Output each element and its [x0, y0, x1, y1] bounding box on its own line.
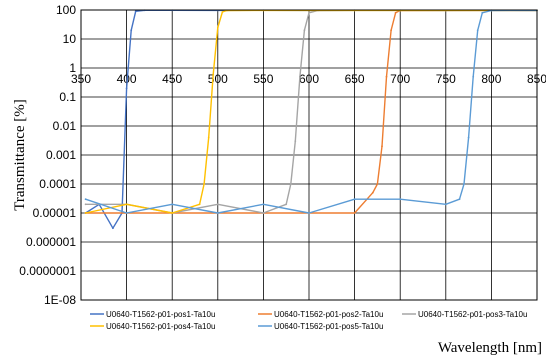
x-tick-label: 650	[345, 72, 365, 86]
data-point	[463, 183, 465, 185]
data-point	[130, 29, 133, 32]
y-tick-label: 0.00001	[33, 206, 77, 220]
data-point	[353, 212, 356, 214]
series-line-5	[85, 9, 538, 214]
y-tick-label: 100	[56, 3, 76, 17]
x-axis-title: Wavelength [nm]	[438, 340, 542, 356]
x-tick-label: 700	[390, 72, 410, 86]
data-point	[125, 87, 128, 90]
data-point	[299, 75, 301, 78]
data-point	[285, 203, 288, 206]
y-tick-label: 1E-08	[44, 293, 76, 307]
data-point	[394, 11, 397, 14]
data-point	[458, 198, 461, 201]
data-point	[467, 136, 470, 139]
data-point	[203, 183, 206, 185]
legend-item: U0640-T1562-p01-pos4-Ta10u	[90, 322, 215, 331]
legend-label: U0640-T1562-p01-pos1-Ta10u	[106, 310, 215, 319]
y-tick-label: 0.000001	[26, 235, 76, 249]
data-point	[207, 136, 210, 139]
data-point	[308, 11, 310, 14]
data-point	[84, 203, 87, 206]
y-tick-label: 0.0000001	[19, 264, 76, 278]
data-point	[198, 203, 201, 206]
data-point	[399, 198, 402, 201]
series-line-4	[85, 9, 537, 214]
data-point	[171, 212, 174, 214]
y-tick-label: 0.0001	[39, 177, 76, 191]
series-line-2	[85, 9, 537, 214]
data-point	[294, 140, 297, 143]
grid	[80, 9, 538, 301]
data-point	[390, 29, 392, 32]
data-point	[84, 198, 87, 201]
data-point	[303, 29, 306, 32]
data-point	[216, 212, 219, 214]
data-point	[308, 212, 310, 214]
legend-label: U0640-T1562-p01-pos3-Ta10u	[418, 310, 527, 319]
data-point	[134, 10, 137, 13]
y-tick-label: 1	[69, 61, 76, 75]
data-point	[472, 75, 475, 78]
y-tick-labels: 100 10 1 0.1 0.01 0.001 0.0001 0.00001 0.000001 0…	[19, 3, 76, 307]
data-point	[262, 212, 265, 214]
data-point	[262, 203, 265, 206]
data-point	[216, 26, 219, 29]
series-lines	[84, 9, 538, 230]
data-point	[216, 203, 219, 206]
legend-label: U0640-T1562-p01-pos4-Ta10u	[106, 322, 215, 331]
data-point	[481, 11, 484, 14]
legend-item: U0640-T1562-p01-pos3-Ta10u	[402, 310, 527, 319]
legend-item: U0640-T1562-p01-pos2-Ta10u	[258, 310, 383, 319]
legend-item: U0640-T1562-p01-pos1-Ta10u	[90, 310, 215, 319]
series-line-3	[85, 9, 537, 214]
data-point	[289, 183, 292, 185]
x-tick-label: 600	[299, 72, 319, 86]
data-point	[371, 191, 374, 194]
data-point	[112, 227, 114, 230]
y-tick-label: 0.1	[59, 90, 76, 104]
data-point	[476, 29, 479, 32]
data-point	[376, 183, 379, 185]
data-point	[385, 75, 388, 78]
data-point	[171, 203, 174, 206]
data-point	[84, 212, 87, 214]
x-tick-label: 500	[208, 72, 228, 86]
y-tick-label: 0.001	[46, 148, 76, 162]
y-tick-label: 0.01	[53, 119, 77, 133]
y-tick-label: 10	[63, 32, 77, 46]
data-point	[381, 145, 383, 148]
data-point	[212, 73, 215, 76]
data-point	[221, 11, 224, 13]
x-tick-label: 800	[481, 72, 501, 86]
x-tick-label: 450	[162, 72, 182, 86]
data-point	[125, 203, 128, 206]
x-tick-label: 550	[253, 72, 273, 86]
x-tick-labels: 350 400 450 500 550 600 650 700 750 800 850	[71, 72, 546, 86]
legend-label: U0640-T1562-p01-pos5-Ta10u	[274, 322, 383, 331]
legend: U0640-T1562-p01-pos1-Ta10u U0640-T1562-p0…	[90, 310, 527, 331]
x-tick-label: 850	[527, 72, 546, 86]
y-axis-title: Transmittance [%]	[12, 99, 28, 211]
data-point	[444, 203, 447, 206]
data-point	[125, 212, 128, 214]
legend-item: U0640-T1562-p01-pos5-Ta10u	[258, 322, 383, 331]
legend-label: U0640-T1562-p01-pos2-Ta10u	[274, 310, 383, 319]
x-tick-label: 750	[436, 72, 456, 86]
plot-frame	[80, 9, 538, 301]
data-point	[353, 198, 356, 201]
